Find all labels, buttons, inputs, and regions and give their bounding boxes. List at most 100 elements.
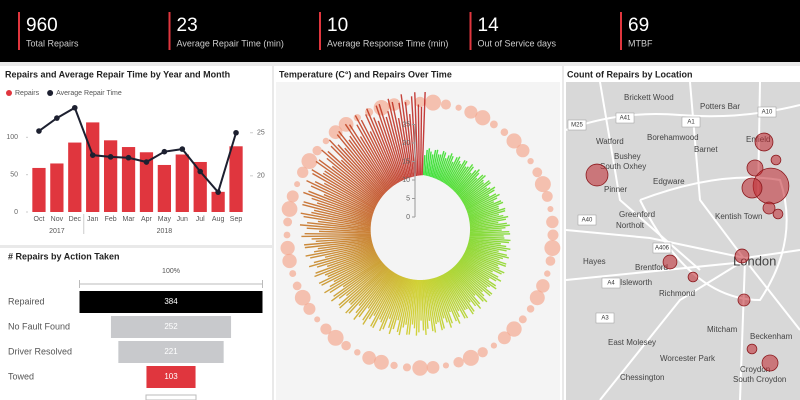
label: Potters Bar: [700, 102, 740, 111]
radial-spike: [448, 270, 482, 309]
radial-spike: [458, 260, 497, 287]
radial-spike: [333, 256, 380, 283]
radial-spike: [469, 231, 510, 234]
legend-dot: [47, 90, 54, 96]
bubble: [737, 293, 751, 307]
radial-spike: [375, 105, 403, 182]
ring-dot: [534, 176, 551, 193]
radial-spike: [315, 237, 372, 243]
radial-spike: [468, 205, 499, 218]
label: 20: [257, 173, 265, 180]
ring-dot: [282, 253, 297, 269]
funnel-bar: [110, 316, 232, 338]
line-point: [107, 154, 114, 160]
label: Jun: [177, 216, 188, 223]
bar: [103, 140, 118, 212]
radial-spike: [448, 159, 466, 188]
ring-dot: [544, 240, 561, 257]
radial-spike: [348, 268, 390, 314]
radial-spike: [464, 251, 499, 267]
radial-spike: [421, 91, 426, 176]
radial-spike: [315, 250, 376, 274]
label: A10: [762, 110, 773, 116]
legend-dot: [6, 90, 12, 96]
radial-spike: [317, 240, 373, 250]
radial-spike: [339, 265, 387, 309]
bubble: [734, 248, 750, 264]
ring-dot: [354, 349, 361, 356]
ring-dot: [322, 137, 330, 145]
radial-spike: [465, 248, 500, 261]
radial-spike: [469, 238, 510, 244]
label: 2017: [49, 228, 65, 235]
label: 10: [327, 15, 348, 36]
bubble: [762, 201, 776, 215]
radial-spike: [303, 201, 372, 222]
label: 23: [177, 15, 198, 36]
radial-spike: [311, 197, 373, 220]
radial-spike: [345, 267, 389, 314]
radial-spike: [359, 136, 392, 188]
radial-spike: [469, 236, 505, 239]
radial-spike: [465, 249, 507, 265]
radial-spike: [408, 279, 416, 335]
radial-spike: [457, 262, 491, 288]
line-point: [36, 128, 42, 134]
radial-spike: [429, 278, 443, 331]
radial-spike: [392, 278, 409, 330]
label: Brickett Wood: [624, 93, 674, 102]
ring-dot: [426, 360, 440, 374]
label: Worcester Park: [660, 354, 716, 363]
radial-spike: [324, 245, 374, 258]
ring-dot: [414, 96, 426, 108]
road-badge: [757, 106, 777, 118]
radial-spike: [434, 277, 453, 324]
radial-spike: [469, 222, 507, 229]
radial-spike: [423, 279, 429, 329]
line-point: [197, 168, 204, 175]
ring-dot: [402, 363, 411, 372]
kpi-bar: [0, 0, 800, 62]
radial-spike: [458, 177, 478, 197]
radial-spike: [468, 239, 501, 245]
radial-spike: [427, 151, 432, 177]
label: Average Repair Time (min): [177, 38, 284, 48]
road-badge: [567, 119, 587, 131]
line-point: [143, 159, 150, 165]
radial-spike: [338, 264, 386, 306]
radial-spike: [452, 163, 474, 191]
road-badge: [595, 312, 615, 324]
radial-spike: [469, 213, 500, 223]
ring-dot: [526, 305, 535, 313]
label: Sep: [230, 216, 243, 223]
label: 384: [164, 297, 178, 306]
radial-spike: [453, 265, 484, 293]
radial-spike: [445, 272, 475, 312]
radial-spike: [338, 263, 384, 299]
radial-spike: [365, 114, 398, 184]
label: 252: [164, 322, 178, 331]
radial-spike: [426, 279, 437, 333]
radial-spike: [467, 200, 502, 216]
radial-spike: [466, 247, 504, 260]
label: Repairs and Average Repair Time by Year …: [5, 69, 230, 79]
ring-dot: [532, 167, 543, 178]
ring-dot: [545, 256, 556, 266]
ring-dot: [301, 153, 318, 170]
radial-spike: [326, 249, 376, 268]
radial-spike: [433, 154, 442, 179]
radial-spike: [378, 103, 404, 181]
ring-dot: [442, 362, 450, 369]
label: Towed: [8, 371, 34, 381]
radial-spike: [316, 202, 372, 221]
radial-spike: [327, 253, 378, 278]
ring-dot: [281, 201, 298, 217]
label: Total Repairs: [26, 38, 79, 48]
label: Brentford: [635, 263, 668, 272]
label: South Oxhey: [600, 162, 646, 171]
label: Aug: [212, 216, 225, 223]
label: Repaired: [8, 296, 45, 306]
radial-spike: [441, 274, 466, 319]
ring-dot: [453, 357, 464, 368]
kpi-accent: [319, 12, 321, 50]
